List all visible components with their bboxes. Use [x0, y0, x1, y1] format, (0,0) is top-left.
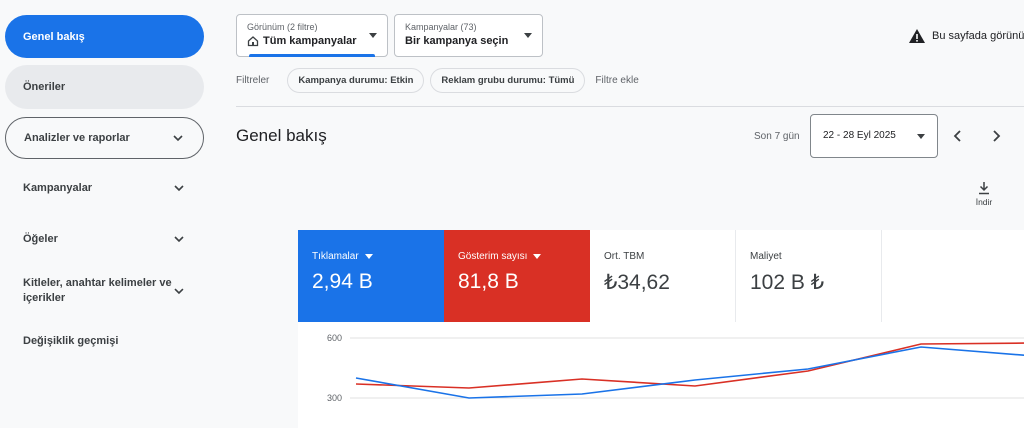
filter-chip-kampanya-durumu[interactable]: Kampanya durumu: Etkin — [287, 68, 425, 93]
filters-label: Filtreler — [236, 75, 270, 86]
metric-label: Ort. TBM — [604, 251, 645, 262]
sidebar-item-label: Öneriler — [23, 81, 66, 93]
sidebar-item-label: Kitleler, anahtar kelimeler ve içerikler — [23, 277, 172, 304]
metric-value: 102 B ₺ — [750, 271, 825, 294]
performance-chart: 600 300 — [298, 322, 1024, 428]
add-filter-button[interactable]: Filtre ekle — [595, 75, 639, 86]
date-range-value: 22 - 28 Eyl 2025 — [823, 130, 896, 141]
y-tick-label: 600 — [327, 333, 342, 343]
sidebar-item-ogeler[interactable]: Öğeler — [5, 224, 204, 254]
sidebar-item-degisiklik-gecmisi[interactable]: Değişiklik geçmişi — [5, 326, 204, 356]
view-selector-caption: Görünüm (2 filtre) — [247, 22, 318, 32]
download-label: İndir — [975, 197, 993, 207]
metric-card-ort-tbm[interactable]: Ort. TBM ₺34,62 — [590, 230, 736, 322]
download-icon — [979, 182, 989, 195]
chevron-down-icon — [174, 288, 184, 295]
metric-card-tiklamalar[interactable]: Tıklamalar 2,94 B — [298, 230, 444, 322]
sidebar-item-genel-bakis[interactable]: Genel bakış — [5, 15, 204, 58]
chevron-left-icon[interactable] — [948, 126, 968, 146]
view-selector-value-row: Tüm kampanyalar — [247, 35, 377, 47]
page-title: Genel bakış — [236, 126, 327, 145]
period-label: Son 7 gün — [754, 131, 800, 142]
campaign-selector-value: Bir kampanya seçin — [405, 35, 509, 47]
dropdown-caret-icon — [533, 254, 542, 259]
metric-value: 81,8 B — [458, 270, 519, 293]
campaign-selector-caption: Kampanyalar (73) — [405, 22, 477, 32]
metric-label-row: Tıklamalar — [312, 251, 430, 262]
sidebar-item-label: Öğeler — [23, 233, 58, 245]
chevron-down-icon — [173, 135, 183, 142]
metric-value: 2,94 B — [312, 270, 373, 293]
sidebar-item-kitleler[interactable]: Kitleler, anahtar kelimeler ve içerikler — [5, 274, 204, 308]
sidebar-item-label: Genel bakış — [23, 30, 85, 43]
dropdown-caret-icon — [364, 254, 373, 259]
sidebar-item-kampanyalar[interactable]: Kampanyalar — [5, 173, 204, 203]
date-range-selector[interactable]: 22 - 28 Eyl 2025 — [810, 114, 938, 158]
sidebar-item-label: Analizler ve raporlar — [24, 132, 130, 144]
view-selector[interactable]: Görünüm (2 filtre) Tüm kampanyalar — [236, 14, 388, 57]
dropdown-caret-icon — [524, 33, 532, 38]
sidebar-item-label: Kampanyalar — [23, 182, 93, 194]
warning-text: Bu sayfada görünüm — [932, 30, 1024, 42]
page-warning[interactable]: Bu sayfada görünüm — [908, 28, 1024, 44]
line-chart-svg: 600 300 — [327, 333, 1024, 403]
metric-label-row: Gösterim sayısı — [458, 251, 576, 262]
sidebar: Genel bakış Öneriler Analizler ve raporl… — [0, 0, 216, 428]
chevron-down-icon — [174, 236, 184, 243]
divider — [236, 106, 1024, 107]
y-tick-label: 300 — [327, 393, 342, 403]
active-underline — [249, 54, 375, 57]
chevron-right-icon[interactable] — [986, 126, 1006, 146]
chevron-down-icon — [174, 185, 184, 192]
metric-card-maliyet[interactable]: Maliyet 102 B ₺ — [736, 230, 882, 322]
sidebar-item-label: Değişiklik geçmişi — [23, 335, 119, 347]
sidebar-item-analizler[interactable]: Analizler ve raporlar — [5, 117, 204, 159]
filter-chip-reklam-grubu-durumu[interactable]: Reklam grubu durumu: Tümü — [430, 68, 586, 93]
campaign-selector[interactable]: Kampanyalar (73) Bir kampanya seçin — [394, 14, 543, 57]
metric-label: Tıklamalar — [312, 251, 359, 262]
series-line-tiklamalar — [355, 346, 1024, 399]
warning-icon — [909, 29, 925, 43]
dropdown-caret-icon — [369, 33, 377, 38]
metric-label: Maliyet — [750, 251, 782, 262]
view-selector-value: Tüm kampanyalar — [263, 35, 357, 47]
metric-label: Gösterim sayısı — [458, 251, 528, 262]
download-button[interactable]: İndir — [970, 181, 998, 207]
dropdown-caret-icon — [917, 134, 925, 139]
sidebar-item-oneriler[interactable]: Öneriler — [5, 65, 204, 109]
metric-value: ₺34,62 — [604, 271, 670, 294]
filter-bar: Filtreler Kampanya durumu: Etkin Reklam … — [236, 68, 639, 93]
series-line-gosterim — [355, 342, 1024, 389]
metric-cards: Tıklamalar 2,94 B Gösterim sayısı 81,8 B… — [298, 230, 1024, 322]
home-icon — [247, 36, 259, 47]
metric-card-gosterim-sayisi[interactable]: Gösterim sayısı 81,8 B — [444, 230, 590, 322]
